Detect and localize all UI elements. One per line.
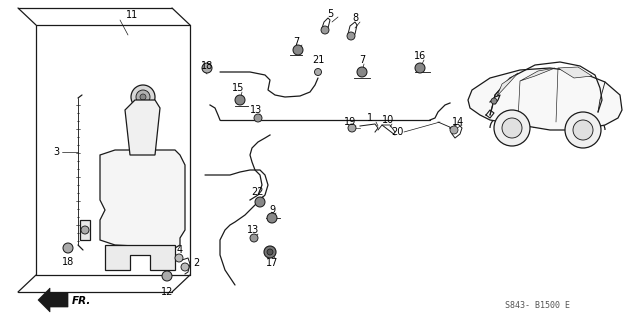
Polygon shape xyxy=(125,100,160,155)
Circle shape xyxy=(202,63,212,73)
Text: 3: 3 xyxy=(53,147,59,157)
Circle shape xyxy=(162,271,172,281)
Circle shape xyxy=(415,63,425,73)
Text: 20: 20 xyxy=(391,127,403,137)
Circle shape xyxy=(491,98,497,104)
Circle shape xyxy=(140,94,146,100)
Circle shape xyxy=(565,112,601,148)
Circle shape xyxy=(254,114,262,122)
Text: 17: 17 xyxy=(266,258,278,268)
Text: 8: 8 xyxy=(352,13,358,23)
Circle shape xyxy=(181,263,189,271)
Text: 4: 4 xyxy=(177,245,183,255)
Circle shape xyxy=(255,197,265,207)
Text: 7: 7 xyxy=(359,55,365,65)
Polygon shape xyxy=(497,73,518,96)
Circle shape xyxy=(357,67,367,77)
Circle shape xyxy=(573,120,593,140)
Polygon shape xyxy=(80,220,90,240)
Polygon shape xyxy=(558,67,592,78)
Text: 5: 5 xyxy=(327,9,333,19)
Circle shape xyxy=(321,26,329,34)
Text: 1: 1 xyxy=(367,113,373,123)
Circle shape xyxy=(314,69,321,76)
Text: 19: 19 xyxy=(344,117,356,127)
Circle shape xyxy=(81,226,89,234)
Text: 10: 10 xyxy=(382,115,394,125)
Circle shape xyxy=(63,243,73,253)
Polygon shape xyxy=(105,245,175,270)
Text: 13: 13 xyxy=(250,105,262,115)
Circle shape xyxy=(450,126,458,134)
Text: FR.: FR. xyxy=(72,296,92,306)
Text: 13: 13 xyxy=(247,225,259,235)
Circle shape xyxy=(348,124,356,132)
Circle shape xyxy=(293,45,303,55)
Text: 7: 7 xyxy=(293,37,299,47)
Text: 18: 18 xyxy=(201,61,213,71)
Polygon shape xyxy=(100,150,185,248)
Text: 16: 16 xyxy=(414,51,426,61)
Text: 9: 9 xyxy=(269,205,275,215)
Text: 15: 15 xyxy=(232,83,244,93)
Text: 14: 14 xyxy=(452,117,464,127)
Text: 18: 18 xyxy=(62,257,74,267)
Polygon shape xyxy=(38,288,68,312)
Text: 11: 11 xyxy=(126,10,138,20)
Circle shape xyxy=(267,249,273,255)
Circle shape xyxy=(175,254,183,262)
Circle shape xyxy=(502,118,522,138)
Circle shape xyxy=(347,32,355,40)
Text: 22: 22 xyxy=(252,187,264,197)
Circle shape xyxy=(235,95,245,105)
Text: 21: 21 xyxy=(312,55,324,65)
Circle shape xyxy=(136,90,150,104)
Circle shape xyxy=(131,85,155,109)
Circle shape xyxy=(250,234,258,242)
Circle shape xyxy=(267,213,277,223)
Text: S843- B1500 E: S843- B1500 E xyxy=(505,300,570,309)
Text: 2: 2 xyxy=(193,258,199,268)
Polygon shape xyxy=(468,68,622,130)
Text: 12: 12 xyxy=(161,287,173,297)
Circle shape xyxy=(264,246,276,258)
Circle shape xyxy=(494,110,530,146)
Polygon shape xyxy=(520,68,555,81)
